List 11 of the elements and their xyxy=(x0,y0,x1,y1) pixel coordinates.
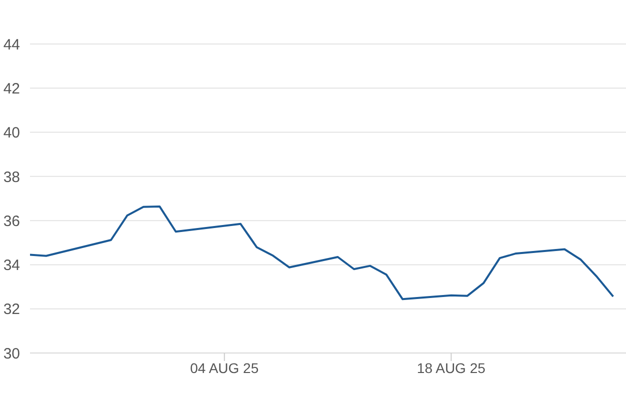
y-tick-label: 44 xyxy=(3,36,20,54)
y-tick-label: 40 xyxy=(3,124,20,142)
x-tick-label: 04 AUG 25 xyxy=(190,360,259,376)
y-tick-label: 42 xyxy=(3,80,20,98)
y-tick-label: 38 xyxy=(3,168,20,186)
y-tick-label: 36 xyxy=(3,212,20,230)
y-tick-label: 30 xyxy=(3,345,20,362)
line-series xyxy=(30,205,614,300)
x-tick-label: 18 AUG 25 xyxy=(416,360,486,376)
y-tick-label: 32 xyxy=(3,301,20,318)
y-tick-label: 34 xyxy=(3,257,20,274)
